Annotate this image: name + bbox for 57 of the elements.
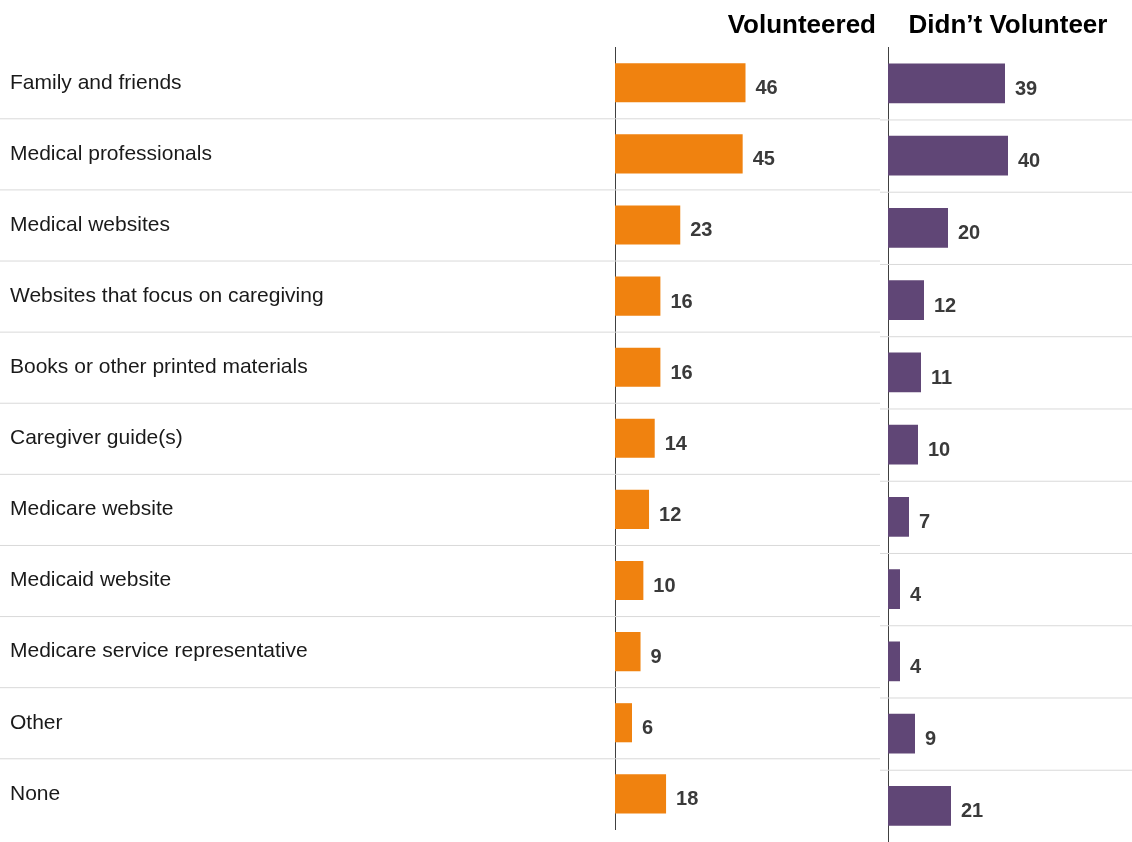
data-label: 6: [642, 716, 654, 739]
bar: [615, 134, 743, 174]
data-label: 7: [919, 510, 931, 533]
bar: [888, 352, 921, 393]
bar: [888, 207, 948, 248]
bar: [615, 489, 650, 529]
bar: [615, 418, 655, 458]
data-label: 16: [670, 289, 693, 312]
bar: [888, 569, 900, 609]
bar: [888, 63, 1005, 104]
data-label: 20: [958, 221, 981, 244]
bar: [615, 347, 661, 387]
bar: [615, 63, 746, 103]
data-label: 14: [664, 431, 688, 454]
bar: [615, 560, 644, 601]
data-label: 45: [752, 147, 775, 170]
data-label: 11: [931, 365, 953, 388]
data-label: 4: [910, 654, 922, 677]
bar: [615, 632, 641, 672]
y-tick-label: Medical websites: [10, 211, 170, 235]
y-tick-label: Medicare website: [10, 496, 174, 520]
text: Volunteered: [727, 8, 876, 39]
bar: [615, 703, 633, 743]
data-label: 10: [928, 438, 951, 461]
y-tick-label: Family and friends: [10, 69, 182, 93]
data-label: 21: [961, 799, 984, 822]
y-tick-label: Medicare service representative: [10, 638, 308, 662]
y-tick-label: Caregiver guide(s): [10, 425, 183, 449]
data-label: 12: [659, 502, 682, 525]
data-label: 16: [670, 360, 693, 383]
data-label: 39: [1015, 76, 1038, 99]
data-label: 23: [690, 218, 713, 241]
bar: [615, 276, 661, 316]
bar: [888, 641, 900, 682]
y-tick-label: Other: [10, 709, 63, 733]
y-tick-label: Medical professionals: [10, 140, 212, 164]
bar: [888, 424, 918, 465]
data-label: 18: [676, 787, 699, 810]
bar: [888, 496, 909, 537]
bar: [615, 774, 667, 814]
y-tick-label: None: [10, 780, 61, 804]
bar: [888, 713, 915, 754]
bar: [888, 135, 1008, 176]
y-tick-label: Websites that focus on caregiving: [10, 282, 324, 306]
data-label: 9: [925, 727, 937, 750]
data-label: 40: [1018, 149, 1041, 172]
bar: [888, 280, 924, 320]
bar: [615, 205, 681, 245]
y-tick-label: Books or other printed materials: [10, 353, 308, 377]
data-label: 12: [934, 293, 957, 316]
data-label: 4: [910, 582, 922, 605]
y-tick-label: Medicaid website: [10, 567, 172, 591]
data-label: 10: [653, 574, 676, 597]
data-label: 9: [650, 645, 662, 668]
data-label: 46: [755, 76, 778, 99]
bar: [888, 786, 951, 826]
chart-title: Didn’t Volunteer: [908, 8, 1108, 39]
